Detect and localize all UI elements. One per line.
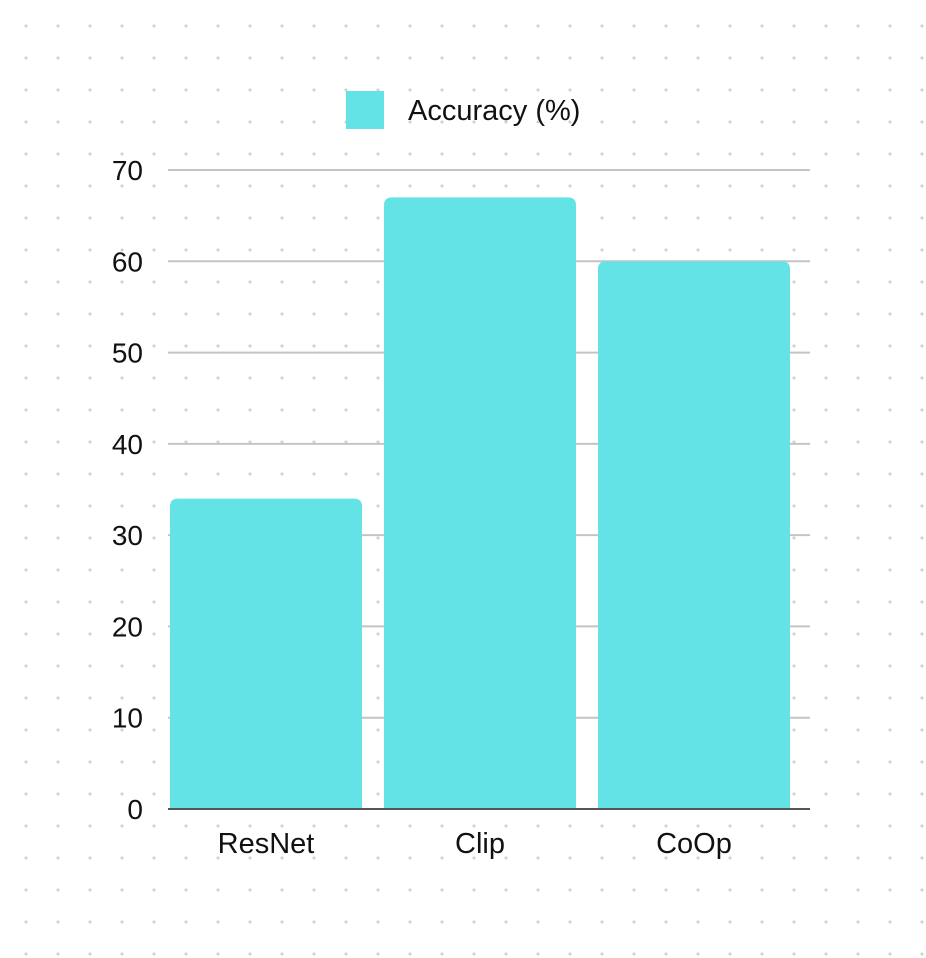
y-tick-label: 20 xyxy=(112,611,143,642)
y-tick-label: 30 xyxy=(112,520,143,551)
bars xyxy=(170,197,790,809)
y-tick-label: 60 xyxy=(112,246,143,277)
y-axis-tick-labels: 0 10 20 30 40 50 60 70 xyxy=(112,155,143,825)
bar-resnet xyxy=(170,498,362,809)
y-tick-label: 50 xyxy=(112,338,143,369)
legend-swatch xyxy=(346,91,384,129)
y-tick-label: 0 xyxy=(127,794,143,825)
bar-clip xyxy=(384,197,576,809)
bar-coop xyxy=(598,261,790,809)
x-category-label: CoOp xyxy=(656,828,732,860)
legend-label: Accuracy (%) xyxy=(408,95,580,127)
y-tick-label: 10 xyxy=(112,703,143,734)
x-category-label: ResNet xyxy=(218,828,315,860)
y-tick-label: 70 xyxy=(112,155,143,186)
x-category-label: Clip xyxy=(455,828,505,860)
legend: Accuracy (%) xyxy=(346,91,580,129)
y-tick-label: 40 xyxy=(112,429,143,460)
x-axis-category-labels: ResNet Clip CoOp xyxy=(218,828,732,860)
